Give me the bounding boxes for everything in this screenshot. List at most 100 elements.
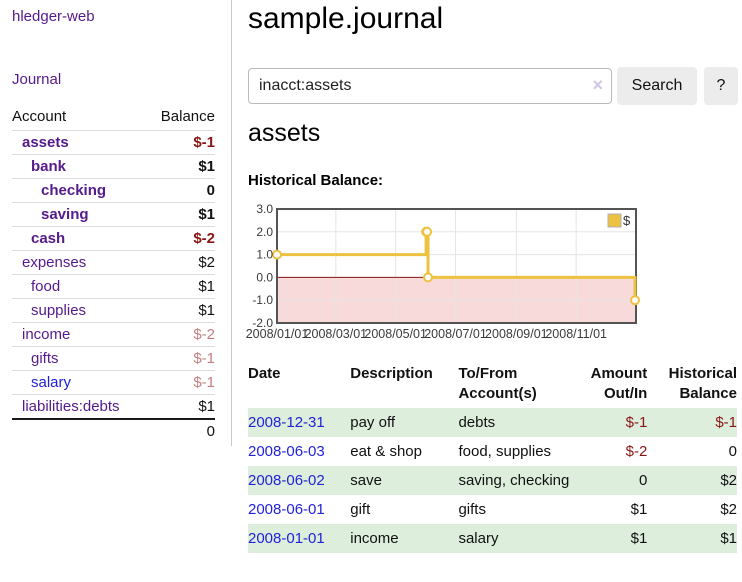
svg-text:2008/11/01: 2008/11/01	[545, 327, 607, 341]
transaction-accounts: food, supplies	[458, 437, 577, 466]
register-row: 2008-06-03 eat & shop food, supplies $-2…	[248, 437, 737, 466]
account-balance: $-1	[147, 131, 215, 155]
register-row: 2008-01-01 income salary $1 $1	[248, 524, 737, 553]
app-brand-link[interactable]: hledger-web	[12, 8, 95, 25]
svg-text:2008/09/01: 2008/09/01	[485, 327, 548, 341]
transaction-accounts: debts	[458, 408, 577, 437]
account-balance: $-1	[147, 371, 215, 395]
svg-text:2.0: 2.0	[256, 225, 273, 239]
account-link[interactable]: food	[31, 278, 60, 295]
account-balance: $1	[147, 275, 215, 299]
svg-text:1.0: 1.0	[256, 248, 273, 262]
svg-text:-1.0: -1.0	[252, 293, 273, 307]
register-col-amount: Amount Out/In	[577, 360, 647, 408]
account-balance: $1	[147, 395, 215, 420]
clear-search-icon[interactable]: ×	[592, 75, 603, 95]
account-row: checking 0	[12, 179, 215, 203]
search-bar: × Search ?	[248, 67, 737, 105]
account-row: expenses $2	[12, 251, 215, 275]
account-balance: $2	[147, 251, 215, 275]
register-col-description: Description	[350, 360, 458, 408]
accounts-header-row: Account Balance	[12, 104, 215, 131]
account-balance: $-1	[147, 347, 215, 371]
svg-text:2008/05/01: 2008/05/01	[364, 327, 427, 341]
accounts-col-balance: Balance	[147, 104, 215, 131]
svg-text:3.0: 3.0	[256, 202, 273, 216]
register-header-row: Date Description To/From Account(s) Amou…	[248, 360, 737, 408]
register-row: 2008-06-01 gift gifts $1 $2	[248, 495, 737, 524]
account-link[interactable]: liabilities:debts	[22, 398, 120, 415]
account-row: liabilities:debts $1	[12, 395, 215, 420]
register-col-accounts: To/From Account(s)	[458, 360, 577, 408]
account-row: salary $-1	[12, 371, 215, 395]
transaction-amount: $-1	[577, 408, 647, 437]
register-col-balance: Historical Balance	[647, 360, 737, 408]
transaction-balance: $2	[647, 466, 737, 495]
svg-text:0.0: 0.0	[256, 270, 273, 284]
account-balance: $1	[147, 155, 215, 179]
transaction-amount: $1	[577, 495, 647, 524]
account-link[interactable]: bank	[31, 158, 66, 175]
account-link[interactable]: saving	[41, 206, 89, 223]
transaction-description: pay off	[350, 408, 458, 437]
transaction-balance: $2	[647, 495, 737, 524]
transaction-accounts: saving, checking	[458, 466, 577, 495]
transaction-description: gift	[350, 495, 458, 524]
hledger-web-app: hledger-web Journal Account Balance asse…	[0, 0, 742, 582]
sidebar-nav: Journal	[12, 71, 61, 88]
main-content: sample.journal × Search ? assets Histori…	[248, 0, 737, 582]
account-row: cash $-2	[12, 227, 215, 251]
transaction-balance: 0	[647, 437, 737, 466]
transaction-balance: $-1	[647, 408, 737, 437]
transaction-description: income	[350, 524, 458, 553]
transaction-accounts: salary	[458, 524, 577, 553]
account-link[interactable]: expenses	[22, 254, 86, 271]
search-box: ×	[248, 68, 612, 104]
account-row: income $-2	[12, 323, 215, 347]
register-row: 2008-12-31 pay off debts $-1 $-1	[248, 408, 737, 437]
account-balance: $-2	[147, 227, 215, 251]
transaction-amount: $1	[577, 524, 647, 553]
account-link[interactable]: income	[22, 326, 70, 343]
account-balance: $1	[147, 299, 215, 323]
sidebar: hledger-web Journal Account Balance asse…	[0, 0, 232, 446]
account-link[interactable]: cash	[31, 230, 65, 247]
svg-text:2008/03/01: 2008/03/01	[305, 327, 368, 341]
account-balance: $1	[147, 203, 215, 227]
balance-chart: $3.02.01.00.0-1.0-2.02008/01/012008/03/0…	[242, 200, 642, 346]
help-button[interactable]: ?	[704, 67, 738, 105]
transaction-date-link[interactable]: 2008-06-03	[248, 443, 325, 460]
account-row: food $1	[12, 275, 215, 299]
sidebar-item-journal[interactable]: Journal	[12, 71, 61, 88]
transaction-date-link[interactable]: 2008-06-02	[248, 472, 325, 489]
svg-text:$: $	[623, 213, 631, 228]
transaction-balance: $1	[647, 524, 737, 553]
account-link[interactable]: assets	[22, 134, 69, 151]
search-button[interactable]: Search	[617, 67, 697, 105]
transaction-amount: 0	[577, 466, 647, 495]
accounts-col-account: Account	[12, 104, 147, 131]
transaction-date-link[interactable]: 2008-01-01	[248, 530, 325, 547]
account-row: supplies $1	[12, 299, 215, 323]
account-row: saving $1	[12, 203, 215, 227]
register-table: Date Description To/From Account(s) Amou…	[248, 360, 737, 553]
account-link[interactable]: gifts	[31, 350, 59, 367]
transaction-description: save	[350, 466, 458, 495]
account-link[interactable]: salary	[31, 374, 71, 391]
register-row: 2008-06-02 save saving, checking 0 $2	[248, 466, 737, 495]
register-col-date[interactable]: Date	[248, 360, 350, 408]
account-link[interactable]: supplies	[31, 302, 86, 319]
search-input[interactable]	[248, 68, 612, 104]
account-balance: 0	[147, 179, 215, 203]
transaction-description: eat & shop	[350, 437, 458, 466]
transaction-amount: $-2	[577, 437, 647, 466]
transaction-date-link[interactable]: 2008-12-31	[248, 414, 325, 431]
account-row: bank $1	[12, 155, 215, 179]
accounts-total-row: 0	[12, 419, 215, 443]
account-row: assets $-1	[12, 131, 215, 155]
transaction-date-link[interactable]: 2008-06-01	[248, 501, 325, 518]
account-link[interactable]: checking	[41, 182, 106, 199]
chart-title: Historical Balance:	[248, 172, 383, 189]
page-title: sample.journal	[248, 2, 443, 36]
transaction-accounts: gifts	[458, 495, 577, 524]
